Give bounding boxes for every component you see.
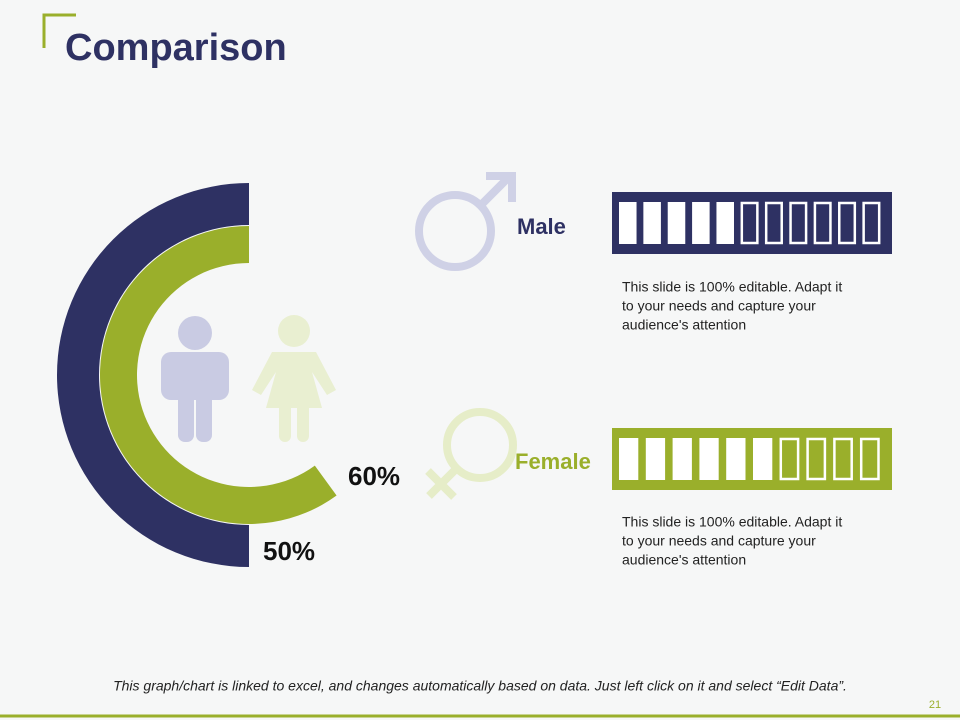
meter-cell-filled xyxy=(753,438,773,480)
meter-cell-filled xyxy=(619,438,639,480)
meter-cell-filled xyxy=(692,202,710,244)
meter-cell-filled xyxy=(619,202,637,244)
meter-cell-filled xyxy=(726,438,746,480)
group-name: Female xyxy=(515,449,591,474)
meter-cell-empty xyxy=(838,201,857,245)
meter-cell-empty xyxy=(779,437,800,481)
male-symbol xyxy=(415,172,516,271)
group-description: This slide is 100% editable. Adapt it xyxy=(622,514,842,530)
meter-cell-filled xyxy=(667,202,686,244)
meter-cell-filled xyxy=(699,438,719,480)
group-description: to your needs and capture your xyxy=(622,298,816,314)
group-description: to your needs and capture your xyxy=(622,533,816,549)
ring-arc xyxy=(100,226,337,524)
meter-cell-filled xyxy=(643,202,661,244)
group-description: audience's attention xyxy=(622,317,746,333)
ring-arc xyxy=(57,183,249,567)
title: Comparison xyxy=(65,27,287,69)
footer: This graph/chart is linked to excel, and… xyxy=(113,678,847,694)
male-icon xyxy=(161,316,229,442)
meter-cell-empty xyxy=(813,201,832,245)
page-number: 21 xyxy=(929,699,941,711)
female-icon xyxy=(252,315,336,442)
meter-cell-filled xyxy=(645,438,666,480)
meter-cell-empty xyxy=(833,437,853,481)
meter-cell-empty xyxy=(789,201,808,245)
female-symbol xyxy=(425,408,517,500)
ring-label: 50% xyxy=(263,536,315,566)
meter-cell-filled xyxy=(672,438,692,480)
meter-cell-empty xyxy=(740,201,759,245)
meter-cell-empty xyxy=(862,201,881,245)
meter-cell-empty xyxy=(764,201,783,245)
group-name: Male xyxy=(517,214,566,239)
meter-cell-empty xyxy=(859,437,880,481)
group-description: This slide is 100% editable. Adapt it xyxy=(622,279,842,295)
group-description: audience's attention xyxy=(622,552,746,568)
meter-cell-filled xyxy=(716,202,734,244)
corner-bracket xyxy=(42,13,76,48)
ring-label: 60% xyxy=(348,461,400,491)
meter-cell-empty xyxy=(806,437,827,481)
